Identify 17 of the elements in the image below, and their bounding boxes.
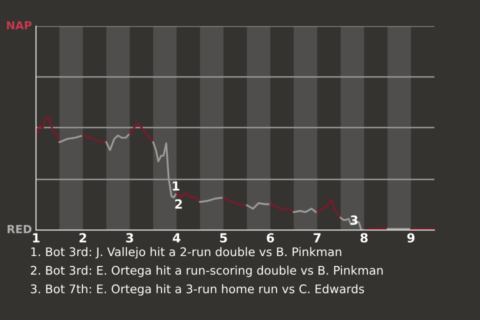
x-tick-label: 1 [33,233,40,242]
text: RED [8,225,32,234]
x-tick-label: 6 [266,233,274,243]
x-tick-label: 5 [220,233,227,243]
annotation: 3 [350,215,358,225]
text: NAP [6,21,32,30]
x-tick-label: 9 [407,233,415,243]
x-tick-label: 4 [172,233,180,242]
text: 3. Bot 7th: E. Ortega hit a 3-run home run vs C. Edwards [30,284,364,296]
text: 1. Bot 3rd: J. Vallejo hit a 2-run double vs B. Pinkman [31,247,342,259]
annotation: 2 [175,199,182,209]
x-tick-label: 3 [126,233,134,243]
x-tick-label: 8 [360,233,368,243]
text: 2. Bot 3rd: E. Ortega hit a run-scoring double vs B. Pinkman [30,266,383,278]
x-tick-label: 2 [80,233,86,242]
annotation: 1 [172,181,180,191]
x-tick-label: 7 [314,233,321,242]
